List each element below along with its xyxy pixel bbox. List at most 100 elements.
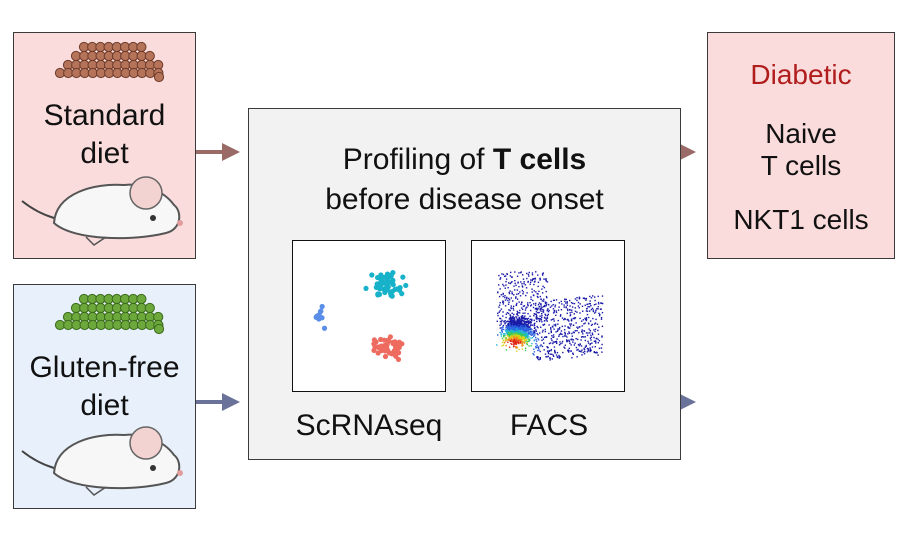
facs-event xyxy=(529,283,531,285)
facs-event xyxy=(516,350,518,352)
facs-event xyxy=(549,342,552,344)
facs-event xyxy=(512,319,514,322)
facs-event xyxy=(585,344,587,347)
facs-event xyxy=(509,282,511,285)
facs-event xyxy=(558,344,561,346)
facs-event xyxy=(500,335,503,337)
facs-event xyxy=(535,302,537,305)
facs-label: FACS xyxy=(509,409,589,442)
facs-event xyxy=(576,356,578,358)
facs-event xyxy=(515,343,518,345)
facs-event xyxy=(563,346,565,348)
facs-event xyxy=(507,335,509,337)
facs-event xyxy=(519,341,521,343)
facs-event xyxy=(589,349,591,351)
facs-event xyxy=(591,323,594,326)
facs-event xyxy=(590,324,593,327)
facs-event xyxy=(530,337,532,339)
facs-event xyxy=(597,295,599,298)
facs-event xyxy=(513,318,516,320)
facs-event xyxy=(557,328,559,330)
facs-event xyxy=(531,336,534,339)
facs-event xyxy=(505,328,507,331)
facs-event xyxy=(549,359,551,361)
facs-event xyxy=(562,351,564,354)
facs-event xyxy=(501,327,503,329)
facs-event xyxy=(504,322,506,324)
gluten-free-pellets-icon xyxy=(54,293,165,335)
facs-event xyxy=(559,343,562,345)
facs-event xyxy=(545,318,547,320)
facs-density-plot xyxy=(496,271,604,361)
facs-event xyxy=(600,308,602,310)
facs-event xyxy=(522,327,524,329)
facs-event xyxy=(574,307,577,309)
facs-event xyxy=(522,333,524,335)
facs-event xyxy=(525,340,527,343)
facs-event xyxy=(548,309,550,312)
facs-event xyxy=(525,287,528,289)
facs-event xyxy=(573,331,575,334)
facs-event xyxy=(521,324,523,327)
facs-event xyxy=(593,312,596,314)
facs-event xyxy=(565,306,567,308)
facs-event xyxy=(516,347,518,349)
facs-event xyxy=(579,343,581,346)
facs-event xyxy=(587,303,589,305)
facs-event xyxy=(571,306,574,308)
facs-event xyxy=(541,300,544,302)
facs-event xyxy=(589,343,591,346)
profiling-title: Profiling of T cells xyxy=(249,141,680,179)
facs-event xyxy=(559,314,562,316)
facs-event xyxy=(597,341,599,344)
cell-dot xyxy=(386,338,392,344)
facs-event xyxy=(519,342,521,344)
facs-event xyxy=(503,275,506,278)
facs-event xyxy=(519,326,522,328)
facs-event xyxy=(529,322,531,324)
facs-event xyxy=(546,296,548,299)
facs-event xyxy=(508,329,511,331)
facs-event xyxy=(570,350,572,352)
facs-event xyxy=(553,324,555,326)
facs-event xyxy=(518,312,521,314)
facs-event xyxy=(525,328,527,331)
facs-event xyxy=(519,339,521,341)
facs-event xyxy=(504,334,506,337)
facs-event xyxy=(508,309,510,311)
facs-event xyxy=(541,336,543,338)
facs-event xyxy=(601,343,603,346)
facs-event xyxy=(557,319,559,322)
facs-event xyxy=(572,324,575,327)
facs-event xyxy=(592,317,594,320)
facs-event xyxy=(544,353,547,355)
facs-event xyxy=(535,345,537,348)
facs-event xyxy=(598,340,601,342)
facs-event xyxy=(521,343,523,345)
facs-event xyxy=(521,328,523,330)
facs-event xyxy=(575,322,577,324)
facs-event xyxy=(504,323,506,325)
facs-event xyxy=(510,342,512,345)
facs-event xyxy=(517,336,520,339)
facs-event xyxy=(496,344,498,346)
facs-event xyxy=(558,302,560,304)
facs-event xyxy=(513,317,516,319)
facs-event xyxy=(563,306,565,308)
facs-event xyxy=(522,305,525,307)
facs-event xyxy=(593,340,596,343)
facs-event xyxy=(504,341,506,344)
facs-event xyxy=(529,331,531,333)
facs-event xyxy=(514,289,516,291)
facs-event xyxy=(499,317,501,320)
facs-event xyxy=(569,342,571,345)
facs-event xyxy=(550,348,553,351)
facs-event xyxy=(512,345,515,348)
facs-event xyxy=(597,338,599,341)
facs-event xyxy=(545,280,548,282)
facs-event xyxy=(513,328,516,330)
facs-event xyxy=(572,353,574,356)
facs-event xyxy=(533,290,535,292)
facs-event xyxy=(542,311,545,313)
facs-event xyxy=(593,351,596,354)
